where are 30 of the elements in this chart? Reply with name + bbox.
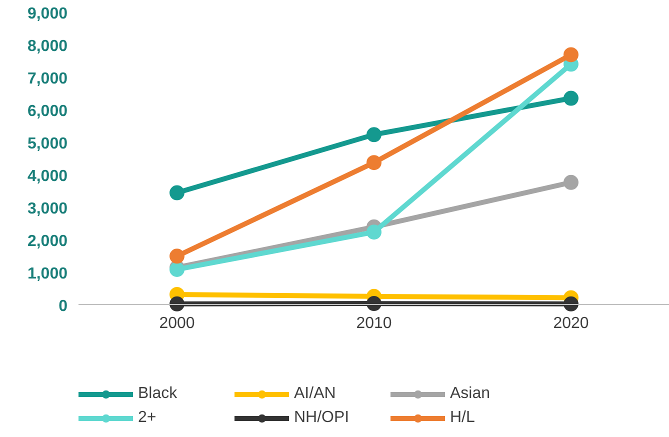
legend-label: H/L [450,409,476,427]
point [366,127,382,142]
point [366,155,382,170]
point [366,296,382,312]
y-tick-label: 1,000 [27,265,68,282]
y-tick-label: 5,000 [27,135,68,152]
y-tick-label: 2,000 [27,232,68,250]
legend-label: 2+ [138,409,158,427]
point [170,296,184,312]
y-tick-label: 4,000 [27,168,68,185]
point [170,185,184,200]
x-tick-label: 2010 [356,314,392,332]
y-tick-label: 9,000 [27,6,68,22]
y-tick-label: 3,000 [27,200,68,218]
legend-label: Asian [450,385,492,403]
point [366,224,382,240]
point [564,90,578,106]
y-tick-label: 7,000 [27,70,68,88]
legend-label: NH/OPI [294,409,350,427]
point [564,174,578,190]
y-tick-label: 8,000 [27,38,68,55]
y-tick-label: 6,000 [27,102,68,120]
legend-label: AI/AN [294,385,337,403]
legend-label: Black [138,385,178,403]
y-tick-label: 0 [58,298,68,315]
point [170,248,184,264]
x-tick-label: 2020 [553,314,589,332]
point [564,296,578,312]
point [564,47,578,62]
x-tick-label: 2000 [159,314,195,332]
